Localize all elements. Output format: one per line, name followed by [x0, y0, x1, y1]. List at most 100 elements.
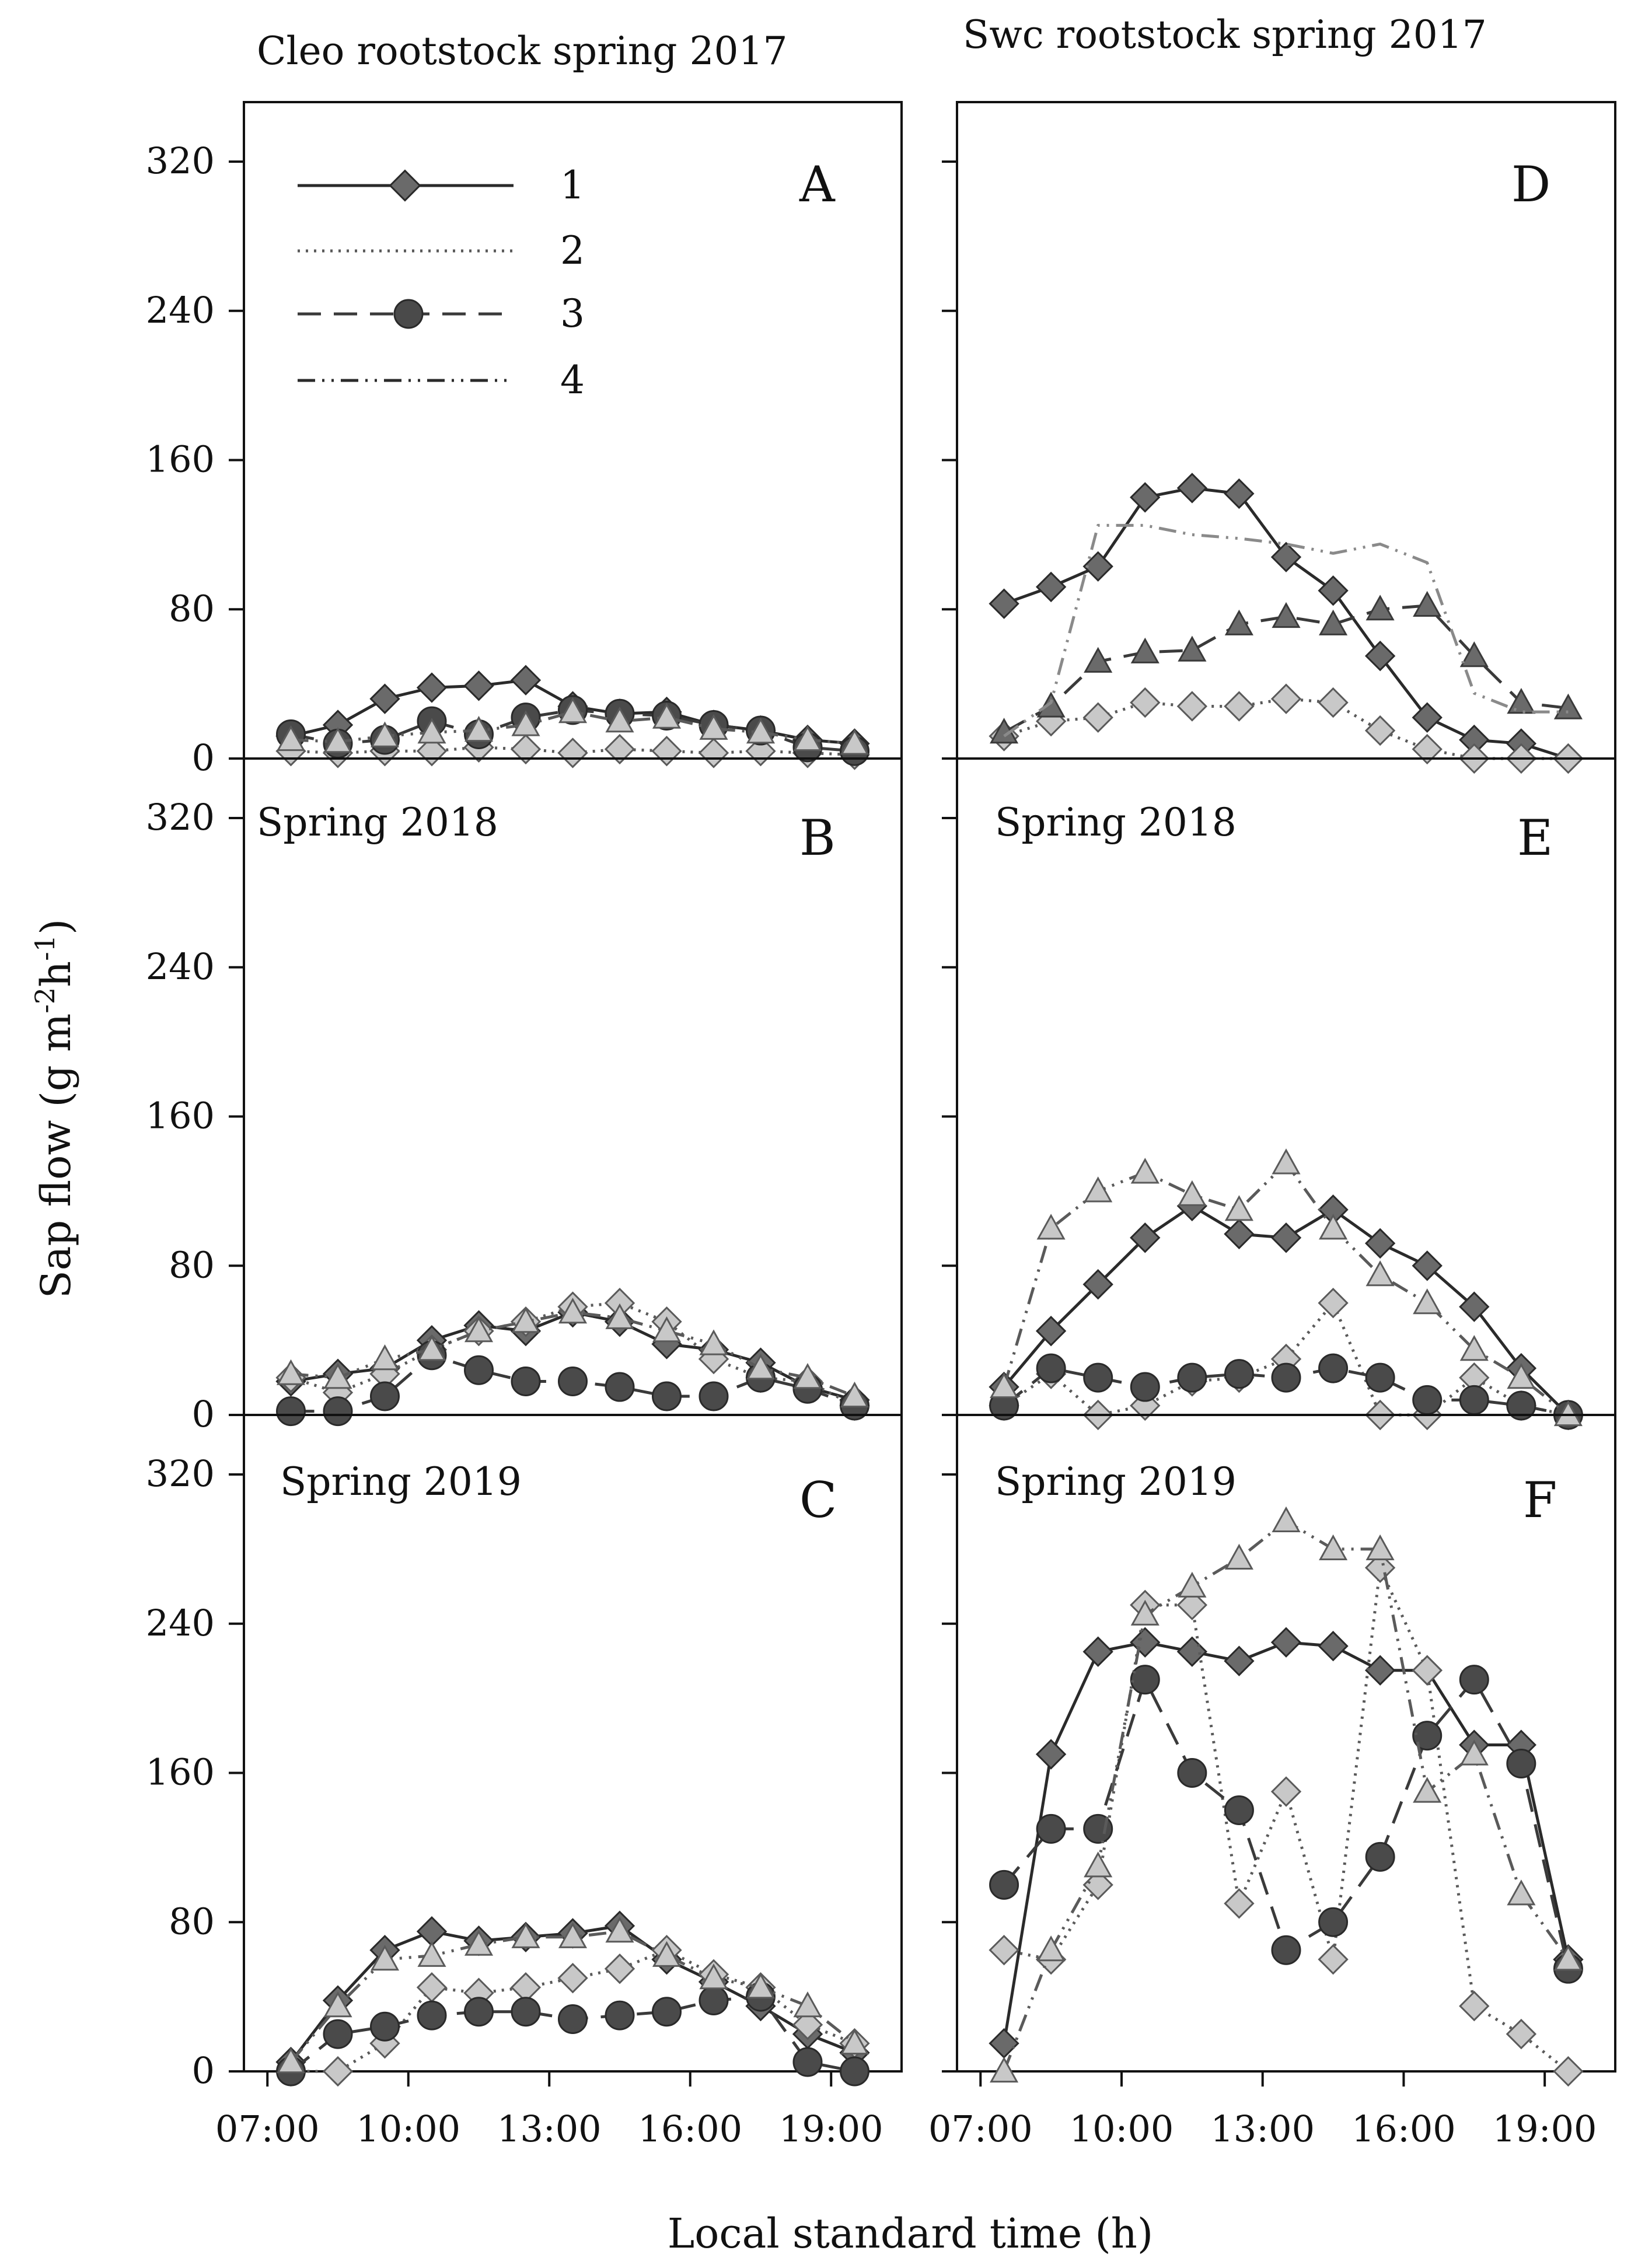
series-1-line [1003, 1641, 1570, 2044]
panel-frame [956, 757, 1616, 1416]
series-2-point [1412, 733, 1443, 765]
series-1-point [1364, 641, 1396, 672]
legend-marker-3-circle [393, 299, 424, 329]
series-4-point [746, 1973, 776, 1999]
series-2-point [1364, 1552, 1396, 1584]
series-3-point [464, 1997, 494, 2027]
x-tick-label: 10:00 [1070, 2108, 1174, 2150]
y-axis-title-sup2: -1 [29, 935, 61, 961]
y-tick-label: 160 [146, 438, 215, 481]
series-3-point [605, 2000, 635, 2031]
series-4-point [464, 1930, 494, 1956]
series-4-point [511, 710, 540, 736]
series-3-point [1178, 635, 1207, 662]
series-4-point [511, 1307, 540, 1333]
series-4-point [1365, 1534, 1395, 1560]
series-4-point [840, 2028, 869, 2055]
series-3-point [605, 1372, 635, 1402]
series-3-point [1130, 637, 1159, 663]
series-2-point [1224, 1888, 1255, 1919]
series-4-point [793, 725, 822, 752]
series-1-point [1082, 551, 1113, 582]
legend-marker-1-diamond [389, 169, 421, 202]
y-tick-label: 160 [146, 1751, 215, 1794]
series-1-point [463, 670, 494, 701]
series-1-point [1364, 1655, 1396, 1686]
series-4-point [417, 1335, 446, 1361]
column-title-cleo: Cleo rootstock spring 2017 [257, 29, 787, 74]
series-3-point [276, 1396, 306, 1427]
season-label-e: Spring 2018 [995, 800, 1237, 845]
series-2-point [322, 2056, 354, 2087]
series-2-point [1082, 702, 1113, 733]
y-tick-label: 0 [192, 736, 215, 779]
series-4-point [1036, 1214, 1066, 1240]
series-3-point [558, 1366, 588, 1396]
series-3-point [792, 2047, 823, 2077]
series-4-point [323, 1363, 352, 1389]
series-4-point [605, 1917, 634, 1943]
series-1-point [1270, 541, 1302, 572]
x-tick-label: 07:00 [928, 2108, 1033, 2150]
series-3-point [1177, 1362, 1207, 1393]
series-2-point [416, 1972, 448, 2003]
x-tick-label: 13:00 [497, 2108, 602, 2150]
series-1-point [1459, 724, 1490, 756]
series-3-point [558, 2004, 588, 2034]
series-4-point [558, 1922, 588, 1948]
series-4-point [1036, 1935, 1066, 1962]
series-3-point [1130, 1372, 1160, 1402]
legend-label-2: 2 [560, 228, 585, 273]
y-tick-label: 320 [146, 796, 215, 838]
legend-label-1: 1 [560, 163, 585, 208]
series-1-point [1130, 1627, 1161, 1658]
panel-letter-e: E [1517, 809, 1553, 866]
panel-c: 0 80 160 240 320 07:00 10:00 13:00 16:00 19:00 [146, 1414, 903, 2150]
series-3-point [1506, 1749, 1536, 1779]
series-3-point [417, 2000, 447, 2031]
series-4-point [793, 1991, 822, 2018]
series-3-point [1553, 693, 1583, 719]
series-1-point [416, 672, 448, 703]
series-3-point [1319, 609, 1348, 635]
series-2-point [604, 1954, 635, 1984]
series-4-point [417, 718, 446, 744]
series-3-point [652, 1997, 682, 2027]
series-3-point [1365, 1362, 1395, 1393]
y-tick-label: 240 [146, 945, 215, 988]
series-3-point [1036, 1353, 1066, 1383]
series-3-point [511, 1366, 541, 1396]
column-title-swc: Swc rootstock spring 2017 [963, 12, 1487, 57]
series-4-point [417, 1941, 446, 1967]
series-4-point [1553, 1400, 1583, 1427]
series-4-point [370, 1344, 400, 1371]
series-1-point [1364, 1228, 1396, 1259]
x-tick-label: 07:00 [215, 2108, 320, 2150]
series-3-point [698, 1381, 729, 1411]
y-tick-label: 240 [146, 289, 215, 331]
panel-letter-d: D [1511, 156, 1550, 213]
series-4-point [605, 1303, 634, 1329]
panel-d [942, 101, 1616, 774]
series-4-point [1178, 1571, 1207, 1598]
series-3-point [1224, 609, 1253, 635]
y-tick-label: 320 [146, 1452, 215, 1495]
y-tick-label: 80 [169, 587, 215, 630]
panel-letter-b: B [799, 809, 836, 866]
series-2-point [1082, 1869, 1113, 1900]
series-2-point [510, 733, 542, 765]
series-2-point [1130, 687, 1161, 718]
series-4-point [840, 729, 869, 755]
series-2-point [1553, 2056, 1584, 2087]
series-4-point [276, 2047, 306, 2074]
series-2-point [1506, 2018, 1537, 2050]
series-3-point [1271, 1362, 1301, 1393]
series-4-point [840, 1381, 869, 1408]
panel-letter-c: C [799, 1472, 837, 1529]
series-1-point [1412, 1250, 1443, 1281]
series-4-point [1178, 1180, 1207, 1206]
series-3-point [370, 2011, 400, 2042]
x-tick-label: 19:00 [779, 2108, 883, 2150]
series-1-point [1318, 575, 1349, 606]
series-4-point [1553, 1945, 1583, 1971]
